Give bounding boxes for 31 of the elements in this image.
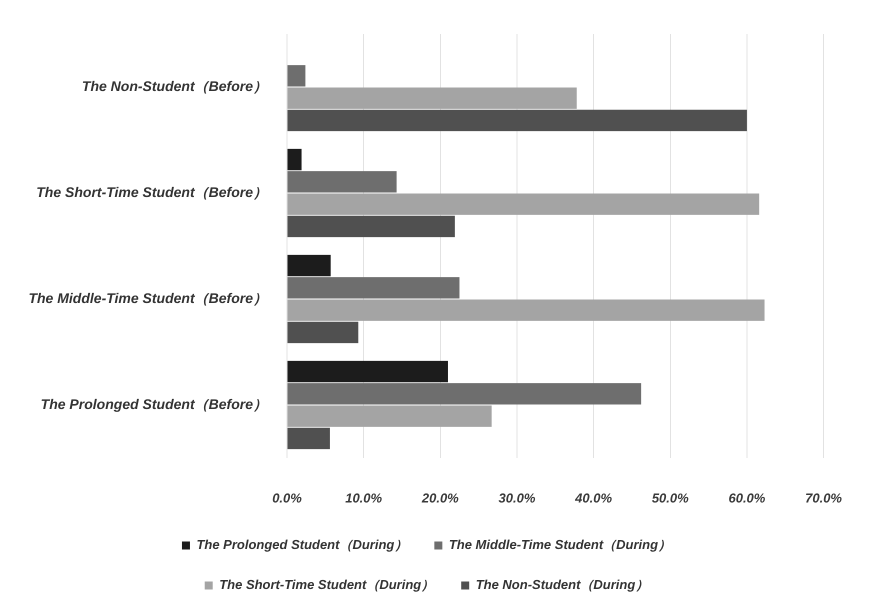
legend-label: The Prolonged Student（During） [196,537,408,552]
x-tick-label: 50.0% [652,490,690,506]
bar [288,277,460,299]
x-tick-label: 60.0% [728,490,766,506]
bar [288,216,455,238]
y-tick-label: The Middle-Time Student（Before） [28,290,267,306]
bar [288,254,331,276]
bar [288,193,760,215]
bar [288,428,330,450]
bar [288,360,448,382]
x-tick-label: 0.0% [272,490,302,506]
legend-label: The Middle-Time Student（During） [448,537,672,552]
bar [288,405,492,427]
bar [288,322,358,344]
x-tick-label: 40.0% [574,490,612,506]
y-tick-label: The Prolonged Student（Before） [40,396,267,412]
y-tick-label: The Non-Student（Before） [82,78,267,94]
bar [288,65,306,87]
x-tick-label: 20.0% [420,490,460,506]
bar [288,383,642,405]
bar [288,110,747,132]
bar [288,171,397,193]
x-tick-label: 10.0% [345,490,383,506]
bar [288,87,577,109]
x-tick-label: 70.0% [805,490,842,506]
bar [288,299,765,321]
legend-label: The Non-Student（During） [476,577,648,592]
legend-label: The Short-Time Student（During） [219,577,434,592]
x-tick-label: 30.0% [498,490,536,506]
y-tick-label: The Short-Time Student（Before） [36,184,267,200]
bar [288,148,302,170]
